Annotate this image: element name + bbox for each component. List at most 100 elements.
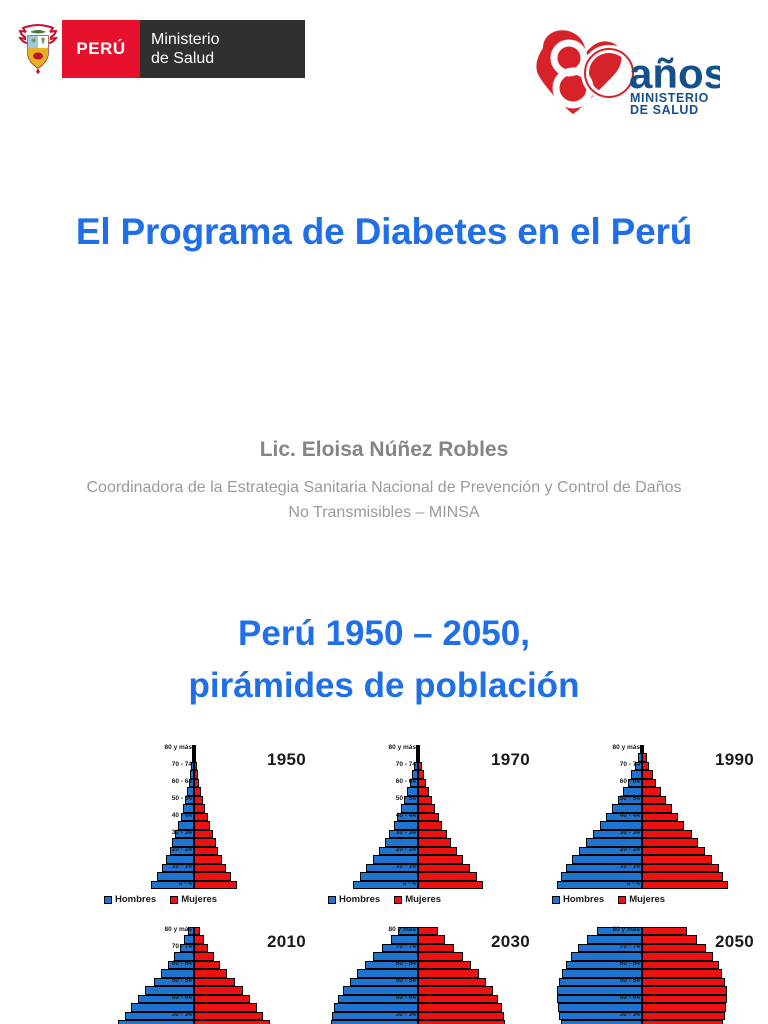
pyramid-bar-male: [571, 855, 642, 864]
pyramid-female-half: [194, 812, 284, 822]
pyramid-male-half: [328, 770, 418, 779]
pyramid-female-half: [194, 795, 284, 805]
pyramid-male-half: [552, 745, 642, 754]
pyramid-bar-male: [124, 1011, 194, 1021]
pyramid-female-half: [418, 753, 508, 762]
pyramid-bar-female: [642, 778, 657, 788]
pyramid-bar-female: [642, 952, 714, 961]
pyramid-female-half: [418, 943, 508, 953]
pyramid-male-half: [328, 969, 418, 978]
pyramid-bar-male: [391, 935, 418, 944]
pyramid-bar-male: [612, 804, 642, 813]
pyramid-bar-female: [194, 846, 219, 856]
pyramid-bar-male: [188, 778, 194, 788]
pyramid-female-half: [418, 838, 508, 847]
pyramid-bar-male: [556, 880, 642, 889]
pyramid-male-half: [104, 745, 194, 754]
legend-label: Mujeres: [629, 894, 666, 905]
legend-item-hombres: Hombres: [104, 894, 156, 905]
pyramid-age-row: [552, 969, 732, 978]
pyramid-bar-female: [418, 927, 438, 936]
pyramid-male-half: [328, 778, 418, 788]
legend-item-hombres: Hombres: [552, 894, 604, 905]
pyramid-male-half: [328, 753, 418, 762]
pyramid-bar-female: [642, 770, 653, 779]
pyramid-age-row: [552, 952, 732, 961]
pyramid-bar-male: [167, 960, 194, 970]
pyramid-female-half: [194, 804, 284, 813]
pyramid-female-half: [642, 829, 732, 839]
pyramid-bar-male: [359, 872, 418, 881]
svg-text:años: años: [629, 50, 720, 97]
pyramid-female-half: [642, 778, 732, 788]
pyramid-female-half: [194, 770, 284, 779]
pyramid-male-half: [328, 829, 418, 839]
pyramid-bar-male: [397, 812, 418, 822]
pyramid-male-half: [552, 977, 642, 987]
pyramid-center-axis: [418, 927, 419, 1024]
pyramid-bar-female: [194, 872, 231, 881]
pyramid-male-half: [104, 927, 194, 936]
page-title: El Programa de Diabetes en el Perú: [75, 211, 693, 252]
pyramid-female-half: [642, 1003, 732, 1012]
pyramid-bar-female: [418, 994, 499, 1004]
pyramid-female-half: [642, 1020, 732, 1024]
pyramid-age-row: [104, 994, 284, 1004]
pyramid-bar-female: [642, 927, 687, 936]
pyramid-bar-male: [187, 927, 194, 936]
pyramid-bar-female: [418, 960, 472, 970]
population-pyramid-1990: 1990 0 - 4 10 - 14 20 - 24 30 - 34 40 - 44 50 …: [544, 740, 768, 922]
legend-item-mujeres: Mujeres: [618, 894, 665, 905]
pyramid-male-half: [552, 778, 642, 788]
pyramid-year-label: 2050: [714, 932, 754, 951]
pyramid-male-half: [328, 986, 418, 995]
pyramid-bar-male: [558, 1003, 642, 1012]
pyramid-male-half: [104, 829, 194, 839]
pyramid-male-half: [552, 770, 642, 779]
pyramid-female-half: [194, 778, 284, 788]
pyramid-male-half: [552, 872, 642, 881]
pyramid-bar-male: [557, 994, 642, 1004]
pyramid-female-half: [418, 969, 508, 978]
pyramid-male-half: [104, 986, 194, 995]
pyramid-bar-female: [418, 855, 463, 864]
pyramid-male-half: [328, 1003, 418, 1012]
pyramid-bar-male: [579, 846, 642, 856]
pyramid-female-half: [194, 994, 284, 1004]
pyramid-male-half: [104, 753, 194, 762]
pyramid-female-half: [194, 969, 284, 978]
pyramid-male-half: [328, 745, 418, 754]
pyramid-female-half: [194, 1011, 284, 1021]
pyramid-bar-female: [418, 829, 447, 839]
peru-wordmark: PERÚ: [62, 20, 140, 78]
pyramid-female-half: [642, 969, 732, 978]
pyramid-male-half: [104, 846, 194, 856]
pyramid-female-half: [418, 761, 508, 771]
pyramid-bar-female: [642, 872, 723, 881]
pyramid-male-half: [104, 969, 194, 978]
pyramid-female-half: [642, 872, 732, 881]
pyramid-age-row: [328, 927, 508, 936]
legend-label: Mujeres: [405, 894, 442, 905]
pyramid-bar-female: [194, 1003, 257, 1012]
pyramid-male-half: [552, 969, 642, 978]
pyramid-bar-female: [642, 795, 667, 805]
pyramid-female-half: [194, 872, 284, 881]
pyramid-bar-female: [418, 804, 436, 813]
pyramid-female-half: [642, 761, 732, 771]
pyramid-female-half: [642, 952, 732, 961]
pyramid-male-half: [552, 1020, 642, 1024]
pyramid-bar-female: [194, 787, 202, 796]
pyramid-male-half: [104, 838, 194, 847]
pyramid-bar-male: [559, 977, 642, 987]
legend-label: Hombres: [115, 894, 157, 905]
pyramid-age-row: [552, 994, 732, 1004]
pyramid-female-half: [194, 838, 284, 847]
pyramid-female-half: [418, 821, 508, 830]
pyramid-female-half: [418, 880, 508, 889]
pyramid-female-half: [418, 1020, 508, 1024]
